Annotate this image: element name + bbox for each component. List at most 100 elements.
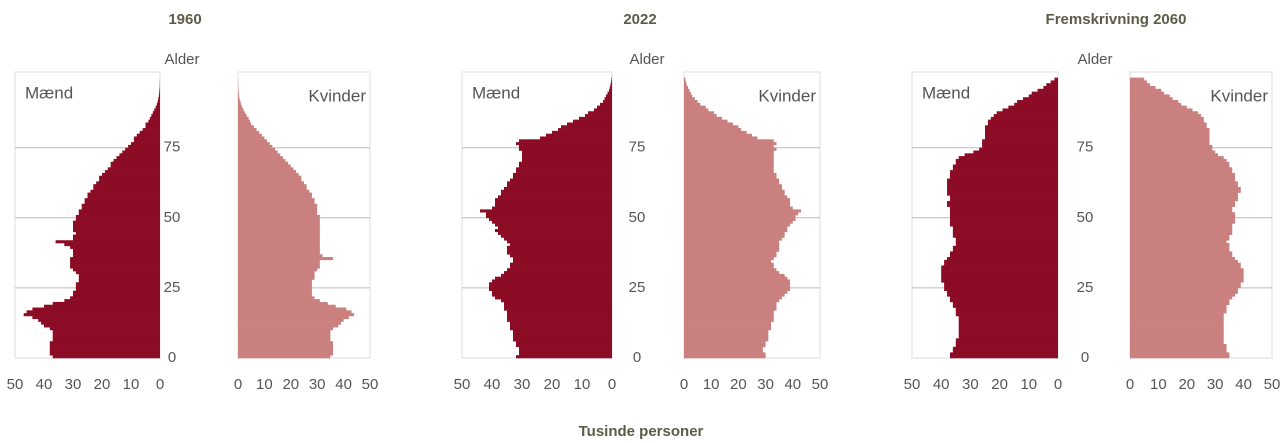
bar [964,153,1058,157]
bar [684,203,791,207]
bar [513,335,612,339]
bar [159,91,160,95]
bar [38,318,161,322]
bar [684,318,774,322]
bar [955,243,1058,247]
bar [238,136,265,140]
bar [73,237,160,241]
bar [684,147,777,151]
bar [573,119,612,123]
bar [238,279,312,283]
bar [238,167,294,171]
bar [107,167,160,171]
bar [1130,200,1236,205]
bar [1130,170,1233,174]
bar [1130,349,1227,353]
bar [684,231,785,235]
bar [119,153,160,157]
bar [1130,223,1233,227]
bar [142,128,160,132]
legend-label: Mænd [472,83,520,102]
bar [136,133,160,137]
bar [238,125,254,129]
bar [75,231,160,235]
bar [949,206,1058,210]
bar [684,133,752,137]
bar [133,136,160,140]
bar [238,332,331,336]
bar [238,341,334,345]
bar [958,332,1058,336]
bar [41,321,160,325]
bar [1130,184,1238,188]
bar [519,147,612,151]
bar [516,142,612,146]
x-tick-label: 50 [362,376,379,393]
bar [947,186,1058,191]
bar [154,108,160,112]
y-axis-label: Alder [1077,51,1112,68]
bar [158,97,160,101]
bar [684,198,791,202]
bar [684,251,777,255]
bar [238,192,312,196]
bar [607,91,612,95]
bar [684,108,709,112]
bar [684,105,706,109]
bar [128,144,160,149]
bar [238,338,331,342]
bar [238,119,250,123]
y-tick-label: 0 [1081,349,1089,366]
bar [495,229,612,233]
y-tick-label: 50 [164,209,181,226]
bar [238,243,320,247]
bar [49,349,160,353]
bar [684,338,769,342]
bar [507,310,612,314]
bar [238,128,257,132]
bar [958,335,1058,339]
bar [952,346,1058,350]
bar [513,259,612,263]
bar [982,142,1058,146]
bar [238,108,244,112]
bar [1130,234,1230,238]
bar [941,268,1058,272]
bar [1130,240,1227,244]
y-tick-label: 25 [629,279,646,296]
bar [238,88,239,92]
bar [238,200,315,205]
x-tick-label: 0 [608,376,616,393]
bar [684,335,769,339]
bar [684,128,742,132]
x-tick-label: 20 [991,376,1008,393]
bar [1008,105,1058,109]
bar [158,94,160,98]
bar [519,346,612,350]
bar [495,223,612,227]
bar [507,248,612,252]
bar [558,128,612,132]
bar [1130,144,1213,149]
bar [684,285,791,289]
bar [684,248,780,252]
bar [49,343,160,348]
bar [1022,97,1058,101]
chart-title: 2022 [623,11,656,28]
bar [1130,282,1241,286]
bar [1130,125,1207,129]
bar [955,310,1058,314]
bar [684,192,785,196]
bar [513,329,612,334]
bar [26,310,160,314]
bar [958,324,1058,328]
bar [519,349,612,353]
bar [238,186,307,191]
bar [1130,105,1187,109]
bar [513,332,612,336]
bar [238,217,320,221]
bar [52,301,161,306]
bar [510,324,612,328]
bar [238,231,320,235]
bar [507,181,612,185]
